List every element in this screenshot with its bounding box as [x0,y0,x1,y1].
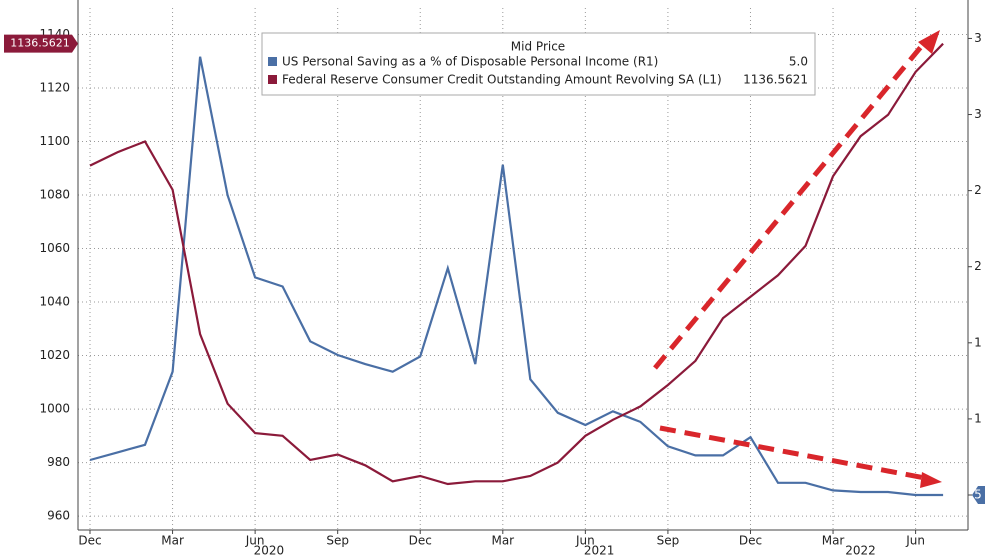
arrow-up [653,40,927,370]
x-tick-label: Mar [161,534,184,548]
last-value-label: 1136.5621 [10,37,70,50]
y2-tick-label: 1 [974,335,982,349]
y2-tick-label: 5 [974,487,982,501]
x-group-label: 2021 [584,544,615,557]
y-tick-label: 1060 [39,241,70,255]
legend-title: Mid Price [511,40,565,54]
y2-tick-label: 2 [974,259,982,273]
arrow-head [918,30,940,54]
x-tick-label: Jun [905,534,925,548]
x-tick-label: Mar [491,534,514,548]
x-tick-label: Sep [326,534,349,548]
y2-tick-label: 2 [974,183,982,197]
x-tick-label: Sep [657,534,680,548]
y2-tick-label: 3 [974,31,982,45]
y-tick-label: 1080 [39,188,70,202]
x-tick-label: Jun [245,534,265,548]
x-tick-label: Dec [78,534,101,548]
series-line [89,42,944,486]
y-tick-label: 980 [47,455,70,469]
x-tick-label: Dec [739,534,762,548]
y-tick-label: 1120 [39,80,70,94]
grid [78,8,968,530]
legend-box [261,32,816,96]
last-value-marker [4,34,78,53]
lines [89,42,944,497]
legend-label: US Personal Saving as a % of Disposable … [282,55,658,69]
y2-tick-label: 1 [974,411,982,425]
x-tick-label: Jun [575,534,595,548]
y2-tick-label: 3 [974,107,982,121]
legend-label: Federal Reserve Consumer Credit Outstand… [282,73,722,87]
y-tick-label: 1040 [39,295,70,309]
legend: Mid Price US Personal Saving as a % of D… [261,32,816,96]
x-group-label: 2020 [254,544,285,557]
legend-value: 5.0 [789,55,808,69]
last-value-marker [972,485,985,504]
annotation-arrows [653,40,927,481]
x-group-label: 2022 [845,544,876,557]
y-tick-label: 1100 [39,134,70,148]
y-tick-label: 960 [47,509,70,523]
y-tick-label: 1020 [39,348,70,362]
x-tick-label: Mar [822,534,845,548]
y-tick-label: 1000 [39,402,70,416]
arrow-head [920,472,942,488]
legend-swatch [268,57,277,66]
x-tick-label: Dec [409,534,432,548]
legend-swatch [268,75,277,84]
series-line [89,56,944,497]
arrow-down [659,425,926,481]
legend-value: 1136.5621 [743,73,808,87]
